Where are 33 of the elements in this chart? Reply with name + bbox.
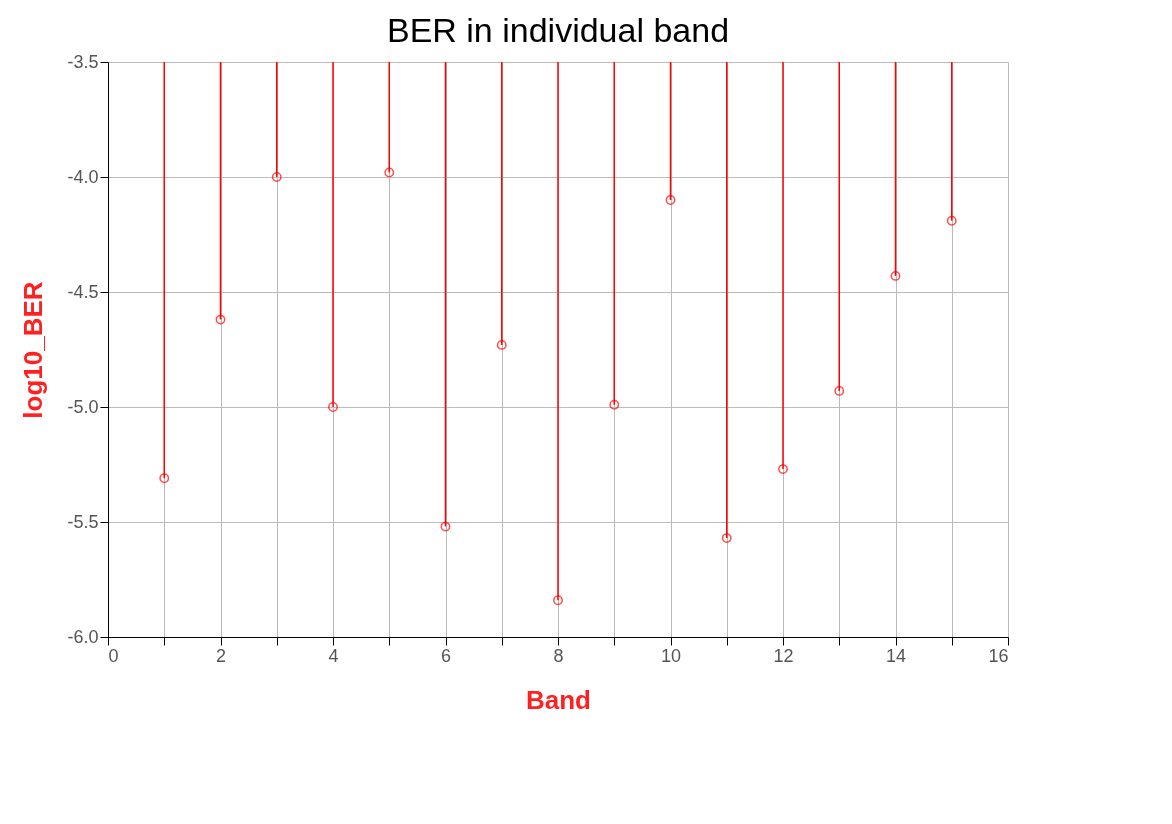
x-axis-title: Band xyxy=(526,684,591,715)
point xyxy=(384,167,395,178)
point xyxy=(890,270,901,281)
point xyxy=(553,595,563,606)
y-tick-label: -5.0 xyxy=(67,396,99,417)
point xyxy=(215,314,226,325)
y-tick-label: -5.5 xyxy=(67,511,99,532)
y-tick-label: -4.0 xyxy=(67,166,99,187)
x-tick-label: 4 xyxy=(328,645,339,666)
point xyxy=(496,339,507,350)
x-tick-label: 14 xyxy=(885,645,907,666)
point xyxy=(834,385,845,396)
y-axis-title: log10_BER xyxy=(18,281,49,419)
point xyxy=(440,521,451,532)
y-tick-label: -3.5 xyxy=(67,51,99,72)
x-tick-label: 0 xyxy=(108,645,119,666)
x-tick-label: 2 xyxy=(215,645,227,666)
point xyxy=(271,172,282,182)
x-tick-label: 8 xyxy=(553,645,564,666)
x-tick-label: 10 xyxy=(660,645,682,666)
y-tick-label: -4.5 xyxy=(67,281,99,302)
x-tick-label: 12 xyxy=(773,645,794,666)
point xyxy=(721,533,732,544)
point xyxy=(665,195,676,205)
x-tick-label: 16 xyxy=(988,645,1009,666)
point xyxy=(946,215,957,226)
x-tick-label: 6 xyxy=(440,645,452,666)
chart-title: BER in individual band xyxy=(386,11,730,49)
y-tick-label: -6.0 xyxy=(67,626,99,647)
point xyxy=(328,402,338,412)
point xyxy=(778,464,788,475)
point xyxy=(609,399,620,410)
point xyxy=(159,473,170,484)
